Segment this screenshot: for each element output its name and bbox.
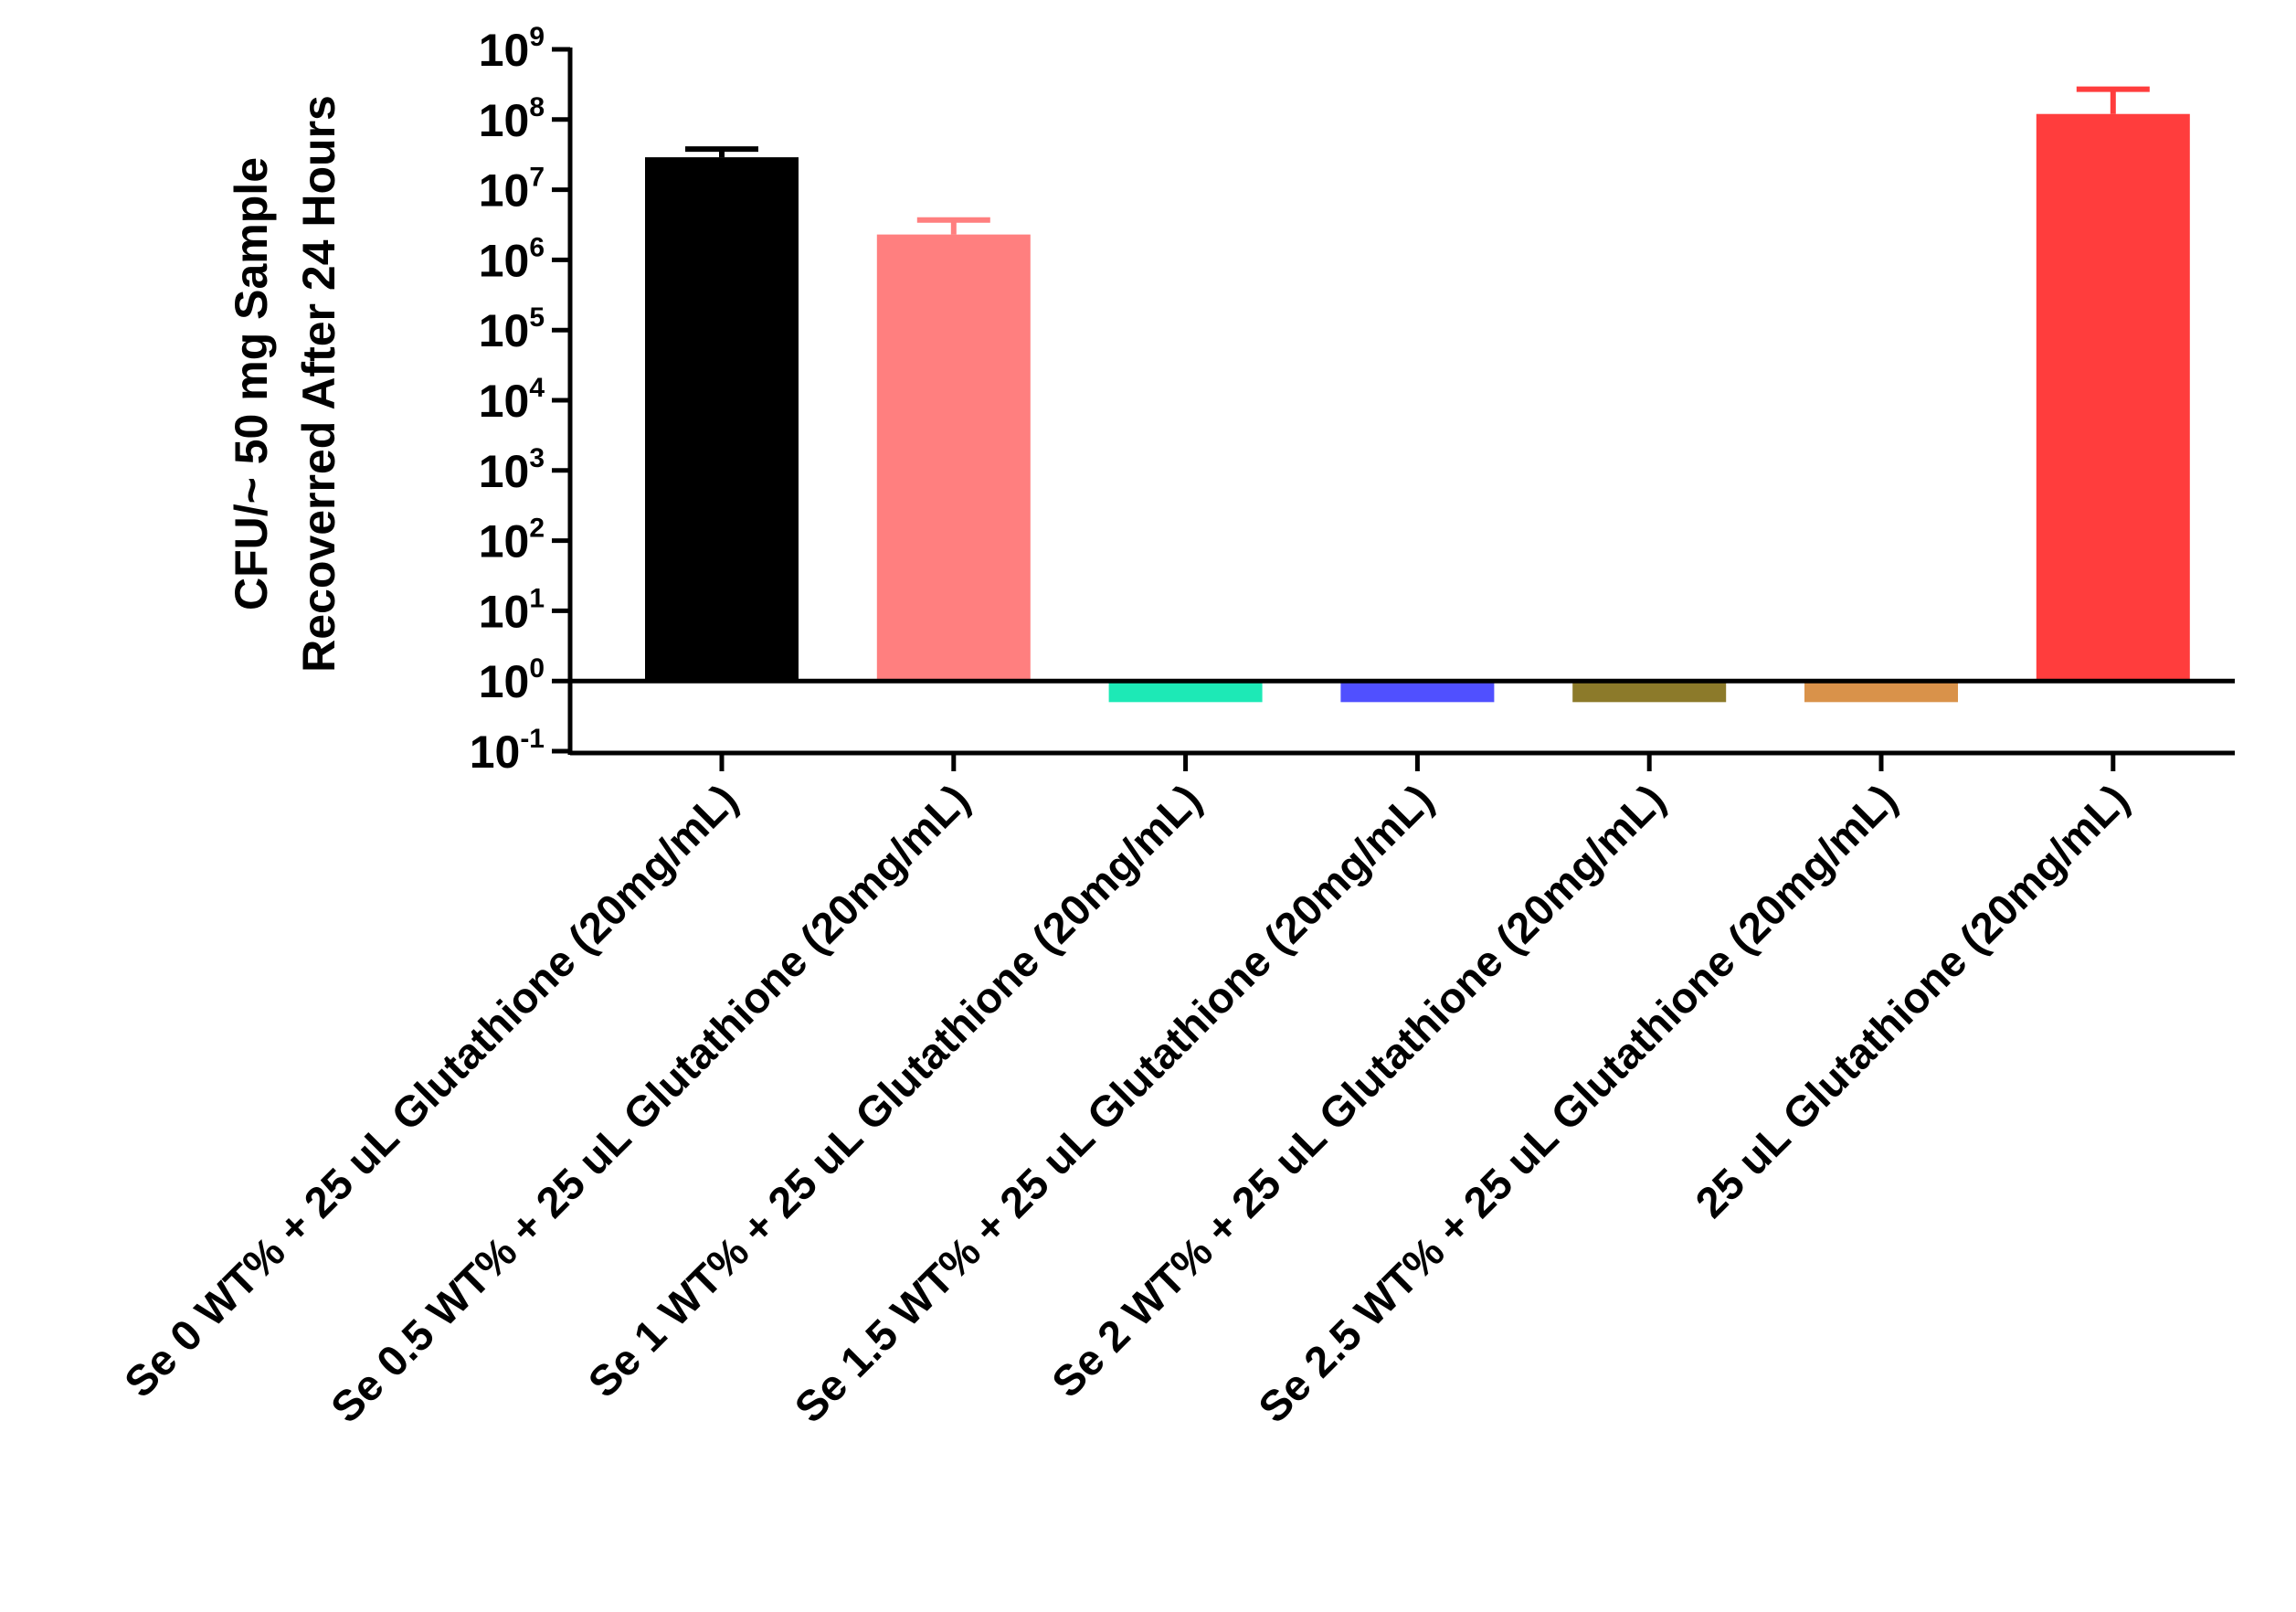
y-tick-label: 108 <box>479 92 545 146</box>
y-axis-label: CFU/~ 50 mg Sample Recoverred After 24 H… <box>226 95 344 673</box>
bar <box>1340 681 1495 703</box>
error-bars <box>685 86 2150 235</box>
bar <box>2036 113 2190 682</box>
y-tick-label: 107 <box>479 163 545 217</box>
y-axis: 10-1 100 101 102 103 104 105 106 107 108 109 <box>470 22 573 778</box>
bar <box>876 234 1031 682</box>
y-tick-label: 104 <box>479 373 545 427</box>
y-tick-label: 109 <box>479 22 545 76</box>
y-axis-label-line-2: Recoverred After 24 Hours <box>293 95 344 673</box>
bars <box>645 113 2190 703</box>
bar <box>645 157 799 682</box>
y-tick-label: 106 <box>479 232 545 286</box>
y-axis-label-line-1: CFU/~ 50 mg Sample <box>226 157 277 610</box>
x-tick-label: 25 uL Glutathione (20mg/mL) <box>1686 775 2138 1227</box>
bar <box>1804 681 1958 703</box>
y-tick-label: 102 <box>479 514 545 567</box>
y-tick-label: 101 <box>479 583 545 637</box>
y-tick-label: 105 <box>479 302 545 356</box>
bar <box>1108 681 1263 703</box>
y-tick-label: 100 <box>479 653 545 707</box>
bar <box>1572 681 1727 703</box>
y-tick-label: 10-1 <box>470 724 545 778</box>
y-tick-label: 103 <box>479 443 545 497</box>
x-axis: Se 0 WT% + 25 uL Glutathione (20mg/mL)Se… <box>115 678 2235 1432</box>
